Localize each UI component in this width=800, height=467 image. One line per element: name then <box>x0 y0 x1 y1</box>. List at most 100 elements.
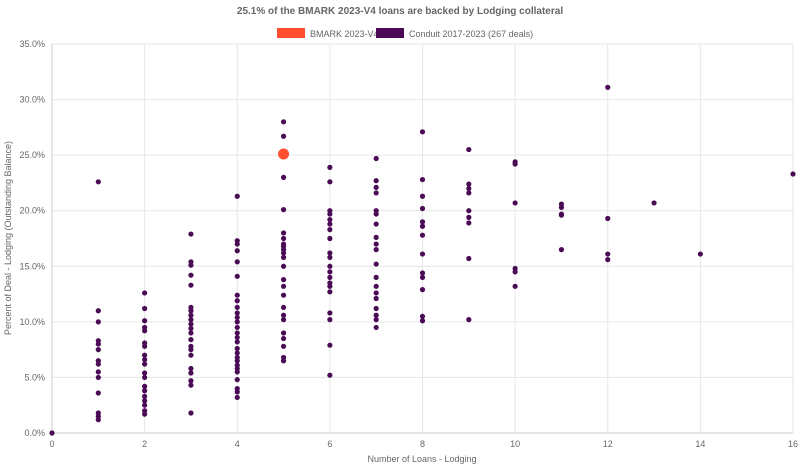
data-point-conduit[interactable] <box>605 84 611 90</box>
data-point-conduit[interactable] <box>280 277 287 283</box>
data-point-conduit[interactable] <box>373 155 379 162</box>
data-point-conduit[interactable] <box>95 390 101 396</box>
data-point-conduit[interactable] <box>512 283 518 289</box>
data-point-conduit[interactable] <box>419 223 426 229</box>
data-point-conduit[interactable] <box>280 283 287 289</box>
data-point-conduit[interactable] <box>327 372 333 378</box>
data-point-conduit[interactable] <box>188 365 194 372</box>
data-point-conduit[interactable] <box>280 174 287 180</box>
data-point-conduit[interactable] <box>142 361 148 367</box>
data-point-conduit[interactable] <box>142 383 148 389</box>
data-point-conduit[interactable] <box>419 193 426 199</box>
data-point-conduit[interactable] <box>466 214 472 220</box>
data-point-conduit[interactable] <box>605 257 611 263</box>
data-point-conduit[interactable] <box>142 393 148 399</box>
data-point-conduit[interactable] <box>188 312 194 318</box>
data-point-conduit[interactable] <box>49 430 55 436</box>
data-point-conduit[interactable] <box>234 259 240 265</box>
data-point-conduit[interactable] <box>466 185 472 192</box>
data-point-conduit[interactable] <box>234 193 240 199</box>
data-point-conduit[interactable] <box>234 324 240 331</box>
data-point-conduit[interactable] <box>605 215 611 222</box>
data-point-conduit[interactable] <box>373 290 379 296</box>
data-point-conduit[interactable] <box>373 241 379 247</box>
data-point-conduit[interactable] <box>234 389 240 395</box>
data-point-conduit[interactable] <box>234 241 240 247</box>
data-point-conduit[interactable] <box>188 370 194 376</box>
data-point-conduit[interactable] <box>142 305 148 312</box>
data-point-conduit[interactable] <box>373 324 379 331</box>
data-point-conduit[interactable] <box>373 234 379 240</box>
data-point-conduit[interactable] <box>188 317 194 323</box>
data-point-conduit[interactable] <box>373 211 379 217</box>
data-point-conduit[interactable] <box>651 200 657 206</box>
data-point-conduit[interactable] <box>95 319 101 325</box>
data-point-conduit[interactable] <box>234 330 240 336</box>
data-point-conduit[interactable] <box>280 330 287 336</box>
data-point-conduit[interactable] <box>142 398 148 404</box>
data-point-conduit[interactable] <box>142 357 148 363</box>
data-point-conduit[interactable] <box>188 337 194 343</box>
data-point-conduit[interactable] <box>466 255 472 262</box>
data-point-conduit[interactable] <box>327 310 333 316</box>
data-point-conduit[interactable] <box>466 146 472 153</box>
data-point-conduit[interactable] <box>234 358 240 364</box>
data-point-conduit[interactable] <box>373 221 379 227</box>
data-point-conduit[interactable] <box>419 251 426 257</box>
data-point-conduit[interactable] <box>234 339 240 345</box>
data-point-conduit[interactable] <box>95 417 101 423</box>
data-point-conduit[interactable] <box>234 345 240 352</box>
data-point-conduit[interactable] <box>280 235 287 242</box>
data-point-conduit[interactable] <box>142 328 148 334</box>
data-point-conduit[interactable] <box>95 369 101 375</box>
data-point-conduit[interactable] <box>280 119 287 125</box>
data-point-conduit[interactable] <box>280 358 287 364</box>
data-point-conduit[interactable] <box>95 361 101 367</box>
data-point-conduit[interactable] <box>419 313 426 319</box>
data-point-conduit[interactable] <box>188 410 194 416</box>
data-point-conduit[interactable] <box>373 261 379 267</box>
data-point-conduit[interactable] <box>234 248 240 254</box>
data-point-conduit[interactable] <box>280 335 287 342</box>
data-point-conduit[interactable] <box>280 317 287 323</box>
data-point-conduit[interactable] <box>327 211 333 217</box>
data-point-conduit[interactable] <box>327 342 333 348</box>
data-point-conduit[interactable] <box>512 161 518 167</box>
data-point-conduit[interactable] <box>419 318 426 324</box>
data-point-conduit[interactable] <box>95 308 101 314</box>
data-point-conduit[interactable] <box>188 262 194 268</box>
data-point-conduit[interactable] <box>419 232 426 238</box>
data-point-conduit[interactable] <box>419 129 426 135</box>
legend-item-conduit[interactable]: Conduit 2017-2023 (267 deals) <box>376 28 533 39</box>
data-point-conduit[interactable] <box>512 269 518 275</box>
data-point-conduit[interactable] <box>95 374 101 381</box>
data-point-conduit[interactable] <box>234 377 240 383</box>
data-point-conduit[interactable] <box>327 227 333 233</box>
data-point-conduit[interactable] <box>790 171 796 177</box>
data-point-conduit[interactable] <box>419 205 426 212</box>
data-point-bmark[interactable] <box>278 148 290 160</box>
data-point-conduit[interactable] <box>280 312 287 318</box>
data-point-conduit[interactable] <box>95 179 101 185</box>
data-point-conduit[interactable] <box>327 164 333 170</box>
data-point-conduit[interactable] <box>95 341 101 347</box>
data-point-conduit[interactable] <box>142 411 148 417</box>
data-point-conduit[interactable] <box>188 330 194 336</box>
data-point-conduit[interactable] <box>373 274 379 280</box>
data-point-conduit[interactable] <box>142 343 148 349</box>
data-point-conduit[interactable] <box>188 272 194 278</box>
data-point-conduit[interactable] <box>466 220 472 226</box>
data-point-conduit[interactable] <box>234 304 240 311</box>
data-point-conduit[interactable] <box>188 308 194 314</box>
data-point-conduit[interactable] <box>327 254 333 260</box>
data-point-conduit[interactable] <box>280 230 287 236</box>
data-point-conduit[interactable] <box>188 231 194 237</box>
data-point-conduit[interactable] <box>466 317 472 323</box>
data-point-conduit[interactable] <box>142 388 148 394</box>
data-point-conduit[interactable] <box>280 343 287 349</box>
data-point-conduit[interactable] <box>419 287 426 293</box>
data-point-conduit[interactable] <box>142 374 148 381</box>
data-point-conduit[interactable] <box>697 251 703 257</box>
data-point-conduit[interactable] <box>234 369 240 375</box>
data-point-conduit[interactable] <box>234 394 240 401</box>
